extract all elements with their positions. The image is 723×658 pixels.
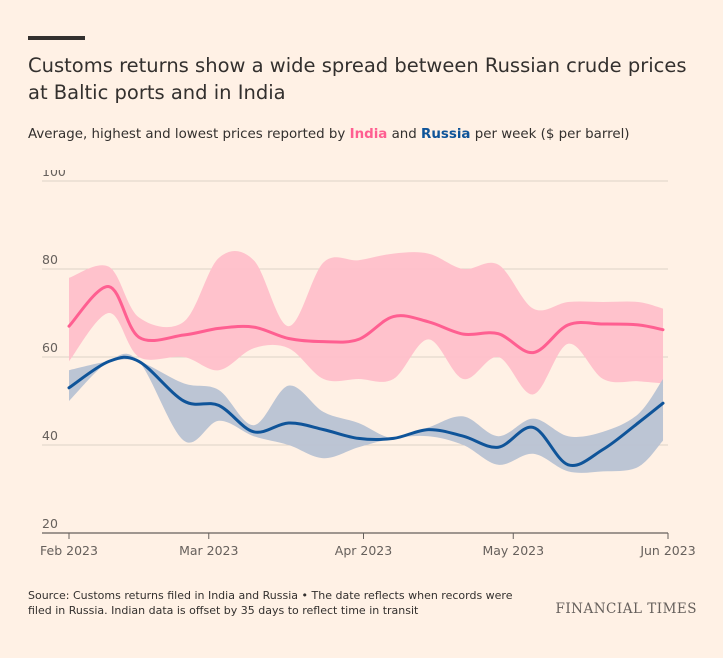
x-tick-label: Apr 2023 — [335, 543, 392, 558]
subtitle-india: India — [349, 127, 388, 142]
range-bands — [69, 250, 664, 473]
x-tick-label: May 2023 — [482, 543, 544, 558]
india-average-line — [67, 285, 665, 355]
x-tick-label: Feb 2023 — [40, 543, 98, 558]
india-range-band — [69, 250, 664, 395]
chart-title: Customs returns show a wide spread betwe… — [28, 54, 687, 104]
x-tick-label: Jun 2023 — [639, 543, 695, 558]
subtitle-text-1: Average, highest and lowest prices repor… — [28, 127, 350, 142]
y-tick-label: 60 — [42, 340, 58, 355]
price-chart: 20 40 60 80 100 Feb 2023 Mar 2023 Apr 2023 May 2… — [40, 170, 696, 558]
ft-logo: FINANCIAL TIMES — [555, 601, 697, 617]
y-tick-label: 20 — [42, 516, 58, 531]
y-tick-label: 40 — [42, 428, 58, 443]
subtitle-text-3: per week ($ per barrel) — [470, 127, 630, 142]
source-note: Source: Customs returns filed in India a… — [28, 589, 513, 617]
subtitle-russia: Russia — [421, 127, 471, 142]
average-lines — [67, 285, 665, 467]
chart-subtitle: Average, highest and lowest prices repor… — [28, 126, 708, 144]
title-accent-bar — [28, 36, 85, 40]
subtitle-text-2: and — [387, 127, 422, 142]
y-tick-label: 80 — [42, 252, 58, 267]
russia-range-band — [69, 353, 664, 473]
russia-average-line — [67, 355, 665, 467]
axes: 20 40 60 80 100 Feb 2023 Mar 2023 Apr 2023 May 2… — [40, 170, 696, 558]
x-tick-label: Mar 2023 — [179, 543, 238, 558]
y-tick-label: 100 — [42, 170, 66, 179]
